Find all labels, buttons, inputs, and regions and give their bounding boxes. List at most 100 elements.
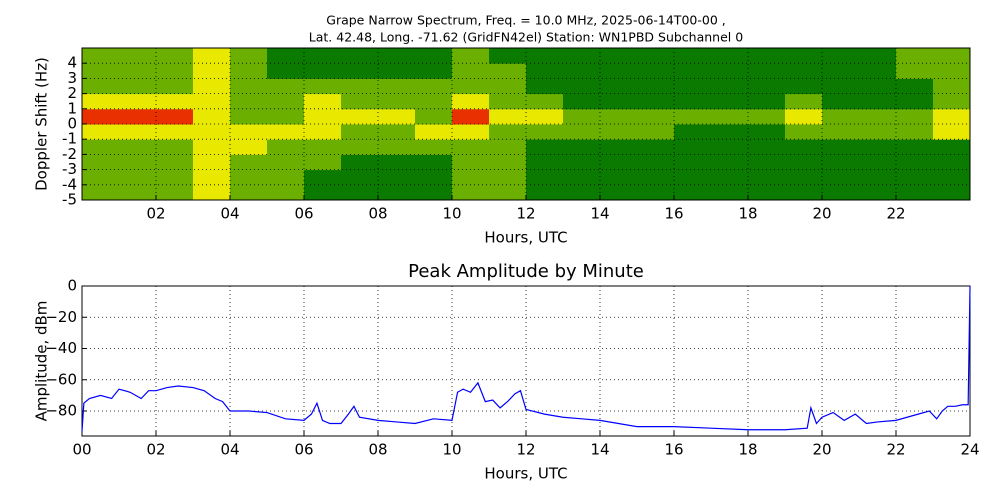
heatmap-cell: [304, 108, 342, 125]
heatmap-cell: [193, 169, 231, 186]
heatmap-cell: [193, 78, 231, 95]
heatmap-cell: [896, 78, 934, 95]
x-tick-label: 12: [516, 441, 535, 459]
x-tick-label: 10: [442, 205, 461, 223]
heatmap-cell: [637, 93, 675, 110]
line-series: [81, 285, 971, 432]
heatmap-cell: [489, 78, 527, 95]
heatmap-cell: [711, 184, 749, 201]
heatmap-cell: [82, 108, 120, 125]
heatmap-cell: [489, 63, 527, 79]
heatmap-cell: [452, 108, 490, 125]
heatmap-cell: [304, 63, 342, 79]
heatmap-cell: [526, 93, 564, 110]
heatmap-cell: [82, 184, 120, 201]
heatmap-cell: [452, 78, 490, 95]
y-tick-label: -5: [62, 191, 77, 209]
y-tick-label: −60: [45, 370, 77, 388]
heatmap-cell: [156, 184, 194, 201]
y-tick-label: −20: [45, 308, 77, 326]
heatmap-cell: [415, 93, 453, 110]
heatmap-cell: [822, 108, 860, 125]
heatmap-cell: [452, 169, 490, 186]
heatmap-cell: [563, 139, 601, 155]
heatmap-cell: [822, 154, 860, 171]
heatmap-cell: [304, 124, 342, 140]
heatmap-cell: [415, 124, 453, 140]
heatmap-cell: [452, 93, 490, 110]
heatmap-cell: [378, 93, 416, 110]
heatmap-cell: [674, 139, 712, 155]
heatmap-cell: [341, 63, 379, 79]
heatmap-cell: [230, 184, 268, 201]
heatmap-cell: [341, 139, 379, 155]
x-tick-label: 14: [590, 441, 609, 459]
heatmap-cell: [230, 48, 268, 64]
heatmap-cell: [378, 169, 416, 186]
y-axis-label: Doppler Shift (Hz): [33, 57, 51, 191]
heatmap-cell: [267, 184, 305, 201]
x-tick-label: 12: [516, 205, 535, 223]
heatmap-cell: [674, 93, 712, 110]
heatmap-cell: [156, 124, 194, 140]
chart-title: Peak Amplitude by Minute: [408, 261, 644, 282]
heatmap-cell: [304, 154, 342, 171]
heatmap-cell: [452, 63, 490, 79]
heatmap-cell: [933, 78, 971, 95]
heatmap-cell: [82, 154, 120, 171]
heatmap-cell: [933, 154, 971, 171]
x-tick-label: 18: [738, 441, 757, 459]
heatmap-cell: [563, 48, 601, 64]
heatmap-cell: [341, 108, 379, 125]
heatmap-cell: [415, 139, 453, 155]
heatmap-cell: [156, 139, 194, 155]
plot-frame: [81, 285, 971, 437]
heatmap-cell: [600, 78, 638, 95]
heatmap-cell: [526, 108, 564, 125]
heatmap-cell: [526, 184, 564, 201]
x-axis-label: Hours, UTC: [484, 465, 567, 483]
heatmap-cell: [119, 139, 157, 155]
heatmap-cell: [674, 184, 712, 201]
heatmap-cell: [896, 139, 934, 155]
heatmap-cell: [711, 169, 749, 186]
heatmap-cell: [859, 184, 897, 201]
heatmap-cell: [785, 93, 823, 110]
heatmap-cell: [156, 48, 194, 64]
heatmap-cell: [563, 63, 601, 79]
heatmap-cell: [193, 154, 231, 171]
x-tick-label: 04: [220, 441, 239, 459]
heatmap-cell: [822, 78, 860, 95]
heatmap-cell: [563, 108, 601, 125]
heatmap-cell: [600, 63, 638, 79]
heatmap-cell: [748, 124, 786, 140]
y-tick-label: 4: [67, 54, 77, 72]
heatmap-cell: [600, 169, 638, 186]
heatmap-cell: [748, 184, 786, 201]
heatmap-cell: [822, 169, 860, 186]
y-tick-label: -3: [62, 160, 77, 178]
heatmap-cell: [785, 124, 823, 140]
heatmap-cell: [563, 78, 601, 95]
heatmap-cell: [489, 139, 527, 155]
heatmap-cell: [230, 124, 268, 140]
heatmap-cell: [267, 108, 305, 125]
chart-title: Lat. 42.48, Long. -71.62 (GridFN42el) St…: [309, 30, 743, 45]
x-tick-label: 02: [146, 441, 165, 459]
y-tick-label: 1: [67, 99, 77, 117]
heatmap-cell: [600, 124, 638, 140]
heatmap-cell: [267, 48, 305, 64]
heatmap-cell: [859, 169, 897, 186]
heatmap-cell: [304, 184, 342, 201]
heatmap-cell: [82, 63, 120, 79]
heatmap-cell: [452, 124, 490, 140]
heatmap-cell: [674, 108, 712, 125]
heatmap-cell: [896, 124, 934, 140]
heatmap-cell: [711, 93, 749, 110]
heatmap-cell: [637, 124, 675, 140]
heatmap-cell: [119, 108, 157, 125]
heatmap-cell: [341, 48, 379, 64]
heatmap-cell: [637, 48, 675, 64]
x-tick-label: 00: [72, 441, 91, 459]
heatmap-cell: [600, 108, 638, 125]
